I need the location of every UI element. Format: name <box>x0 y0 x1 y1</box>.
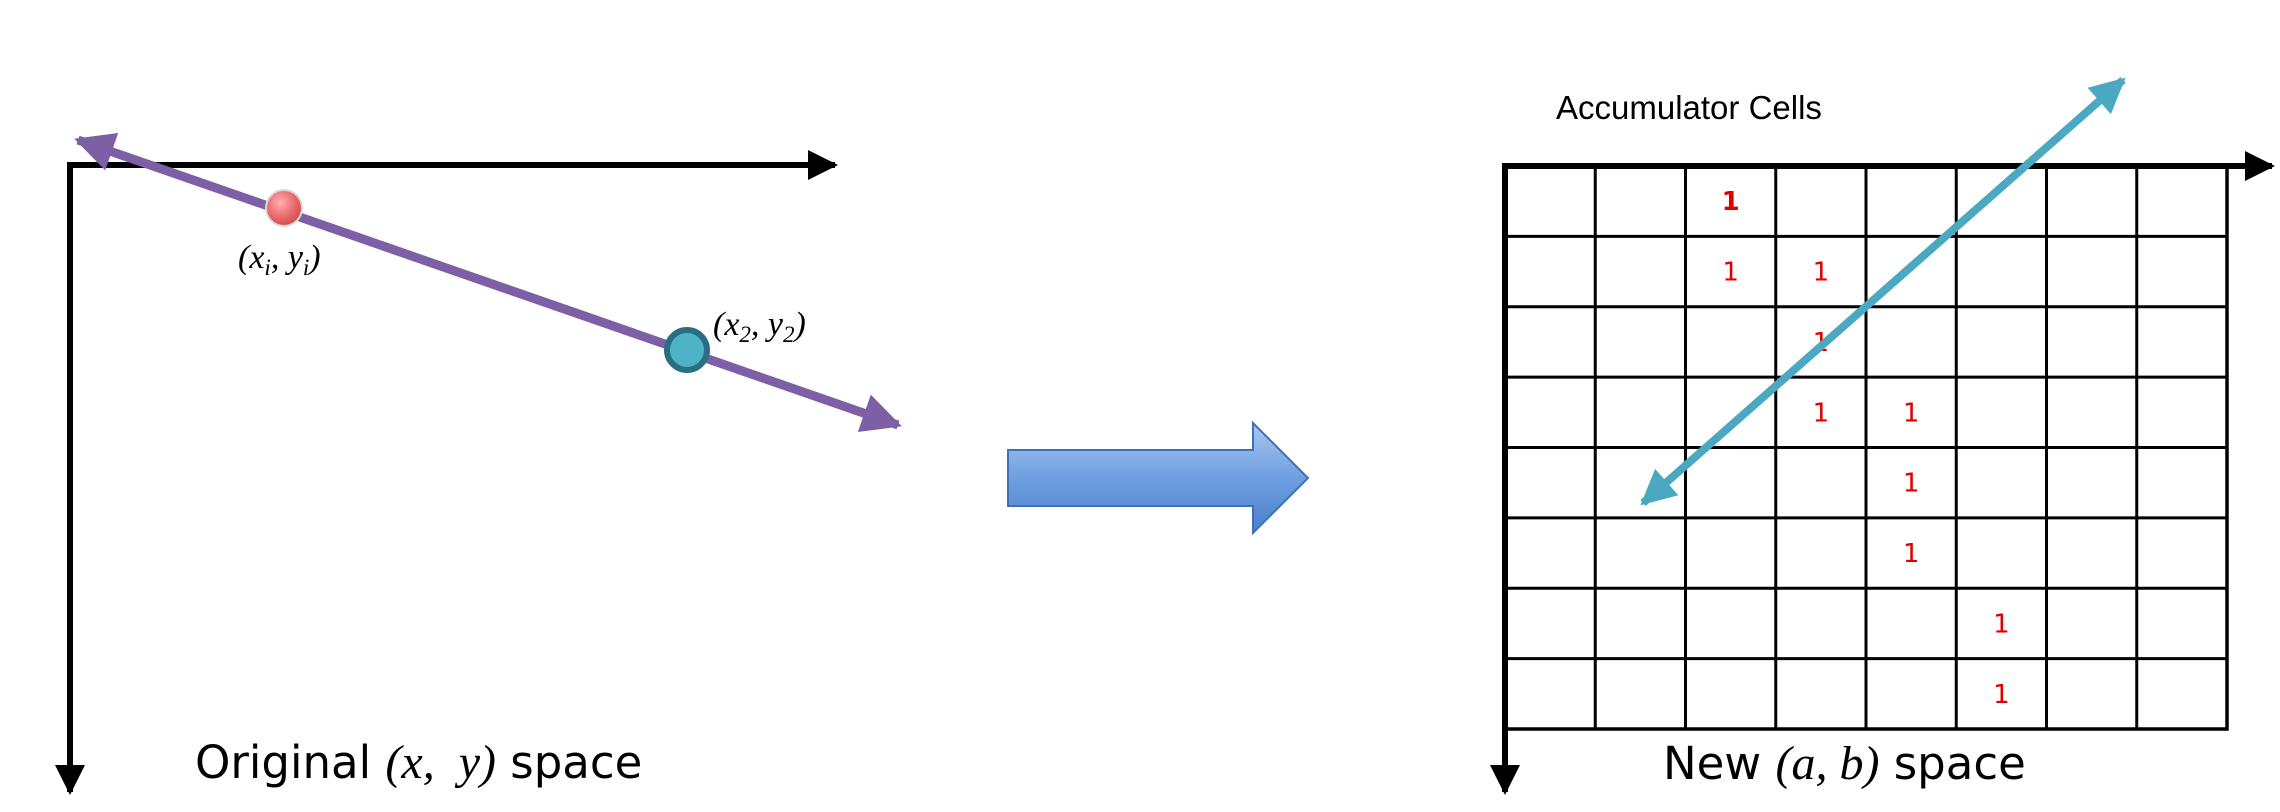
point-2-label: (x2, y2) <box>713 306 806 347</box>
accumulator-grid <box>1503 164 2229 731</box>
parameter-space-panel: Accumulator Cells 1111111111 New (a, b) … <box>1490 76 2275 795</box>
original-space-panel: (xi, yi) (x2, y2) Original (x, y) space <box>55 132 902 795</box>
parameter-line <box>1640 76 2126 507</box>
parameter-space-caption: New (a, b) space <box>1663 737 2026 790</box>
accumulator-cell-value: 1 <box>1813 258 1830 288</box>
accumulator-cell-value: 1 <box>1993 609 2010 639</box>
point-1-marker <box>265 189 303 227</box>
accumulator-cell-value: 1 <box>1722 258 1739 288</box>
accumulator-cell-value: 1 <box>1722 187 1740 217</box>
image-line <box>74 132 902 433</box>
accumulator-cells-label: Accumulator Cells <box>1556 89 1822 126</box>
accumulator-cell-value: 1 <box>1903 469 1920 499</box>
point-2-marker <box>664 327 710 373</box>
accumulator-cell-value: 1 <box>1903 398 1920 428</box>
transform-arrow <box>1007 420 1310 536</box>
accumulator-cell-value: 1 <box>1903 539 1920 569</box>
original-space-caption: Original (x, y) space <box>195 736 642 789</box>
accumulator-cell-value: 1 <box>1993 680 2010 710</box>
point-1-label: (xi, yi) <box>238 239 321 280</box>
accumulator-cell-value: 1 <box>1813 398 1830 428</box>
